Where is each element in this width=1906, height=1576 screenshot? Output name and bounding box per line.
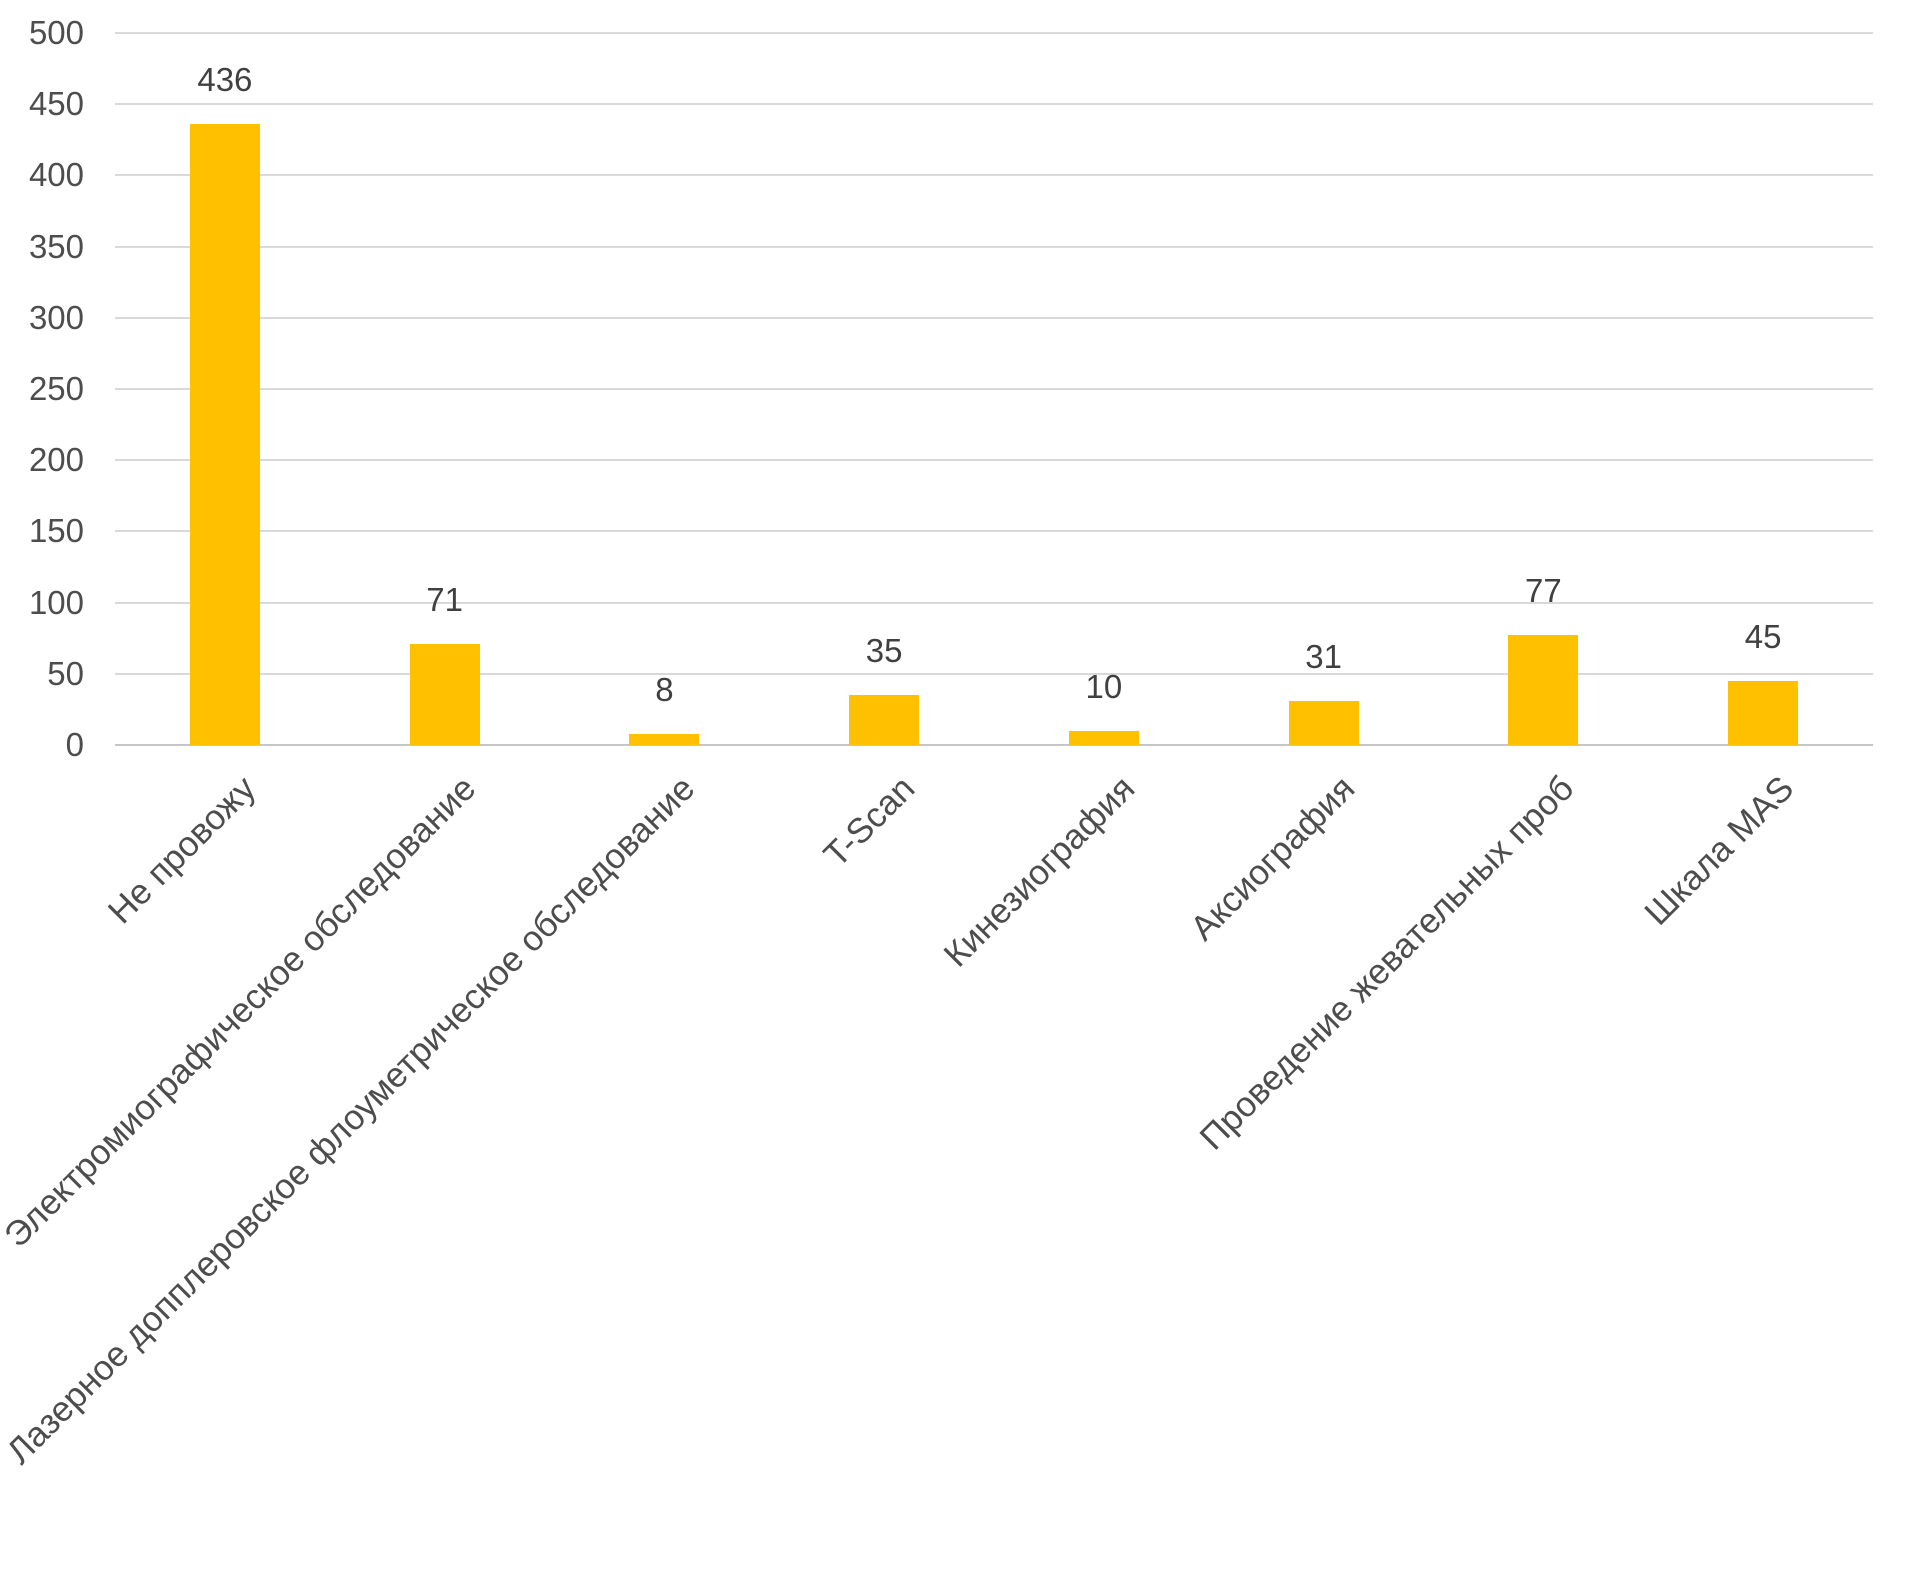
bar-value-label: 436 (197, 61, 253, 99)
y-tick-label: 250 (28, 370, 84, 407)
y-tick-label: 350 (28, 227, 84, 265)
bar (1068, 730, 1139, 745)
gridline (115, 672, 1873, 675)
y-tick-label: 150 (28, 512, 84, 550)
gridline (115, 32, 1873, 34)
gridline (115, 103, 1873, 106)
bar (849, 695, 920, 745)
gridline (115, 459, 1873, 462)
y-tick-label: 100 (28, 583, 84, 621)
bar (1288, 700, 1359, 745)
gridline (115, 388, 1873, 390)
gridline (115, 174, 1873, 177)
y-tick-label: 200 (28, 441, 84, 479)
gridline (115, 245, 1873, 248)
x-category-label: Проведение жевательных проб (1192, 768, 1582, 1158)
gridline (115, 530, 1873, 533)
bar (189, 124, 260, 745)
y-tick-label: 400 (28, 156, 84, 194)
x-category-label: Аксиография (1182, 768, 1362, 949)
bar-chart: 436 71 8 35 10 31 77 45 500 450 400 350 300 250 200 15… (0, 14, 1873, 1472)
bar-value-label: 35 (865, 632, 903, 670)
bar (409, 643, 480, 745)
bar-value-label: 45 (1744, 617, 1782, 655)
bar-value-label: 77 (1525, 572, 1562, 610)
y-tick-label: 0 (65, 726, 84, 763)
x-category-label: T-Scan (816, 768, 923, 875)
bar (1728, 680, 1799, 745)
bar-value-label: 31 (1305, 637, 1342, 675)
y-tick-label: 50 (47, 654, 84, 692)
bar-value-label: 71 (426, 580, 463, 618)
bar (629, 733, 700, 745)
gridline (115, 601, 1873, 604)
bar-value-label: 10 (1085, 667, 1123, 705)
bar (1508, 635, 1579, 745)
y-tick-label: 500 (28, 14, 84, 51)
x-category-label: Кинезиография (936, 768, 1143, 975)
bar-value-label: 8 (655, 670, 674, 708)
x-axis-line (115, 744, 1873, 746)
y-tick-label: 450 (28, 85, 84, 123)
y-tick-label: 300 (28, 298, 84, 336)
x-category-label: Шкала MAS (1637, 768, 1802, 933)
plot-area: 436 71 8 35 10 31 77 45 (115, 32, 1873, 746)
gridline (115, 316, 1873, 319)
